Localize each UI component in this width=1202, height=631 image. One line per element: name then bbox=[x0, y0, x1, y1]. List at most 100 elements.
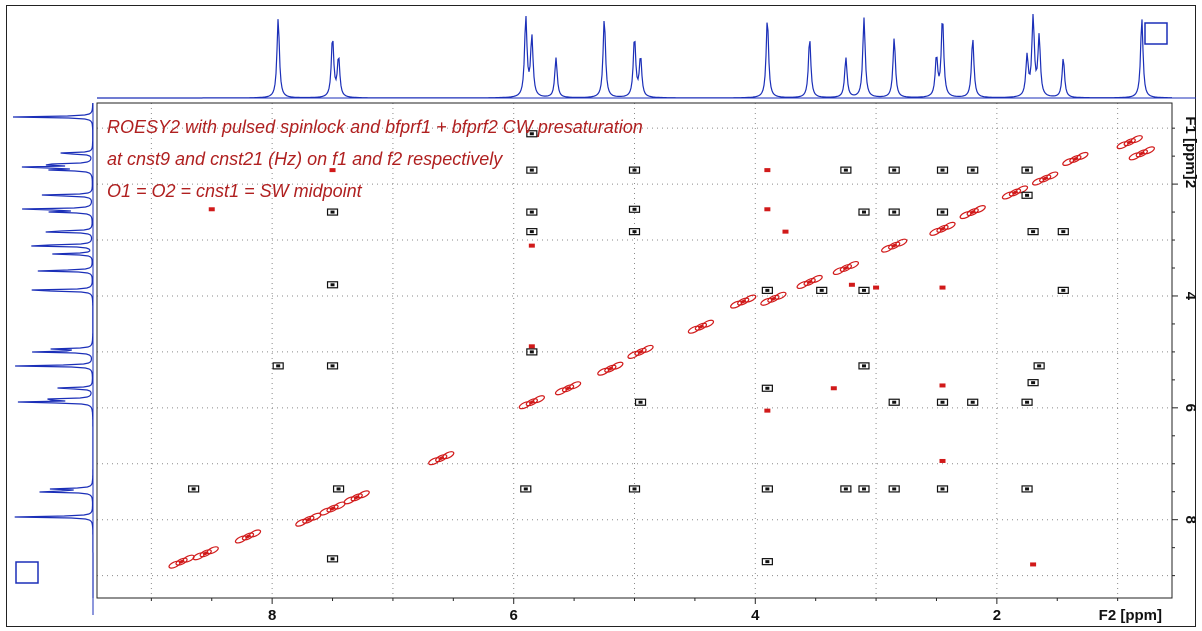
negative-crosspeak-core bbox=[765, 487, 770, 491]
diagonal-peak-core bbox=[1042, 176, 1048, 181]
diagonal-peak bbox=[1069, 154, 1082, 163]
diagonal-peak-core bbox=[607, 366, 614, 371]
top-projection-toggle-icon[interactable] bbox=[1144, 22, 1168, 45]
negative-crosspeak-core bbox=[861, 288, 866, 292]
negative-crosspeak bbox=[858, 208, 870, 216]
negative-crosspeak bbox=[936, 208, 949, 216]
negative-crosspeak bbox=[840, 166, 852, 174]
x-tick-label: 2 bbox=[993, 607, 1001, 624]
negative-crosspeak bbox=[816, 286, 828, 294]
diagonal-peak bbox=[943, 221, 956, 230]
positive-crosspeak bbox=[1030, 562, 1037, 567]
diagonal-peak bbox=[810, 274, 823, 284]
grid-lines bbox=[97, 103, 1172, 598]
negative-crosspeak-core bbox=[843, 487, 848, 491]
diagonal-peak-core bbox=[969, 210, 976, 214]
diagonal-peak-core bbox=[770, 296, 777, 301]
diagonal-peak bbox=[561, 384, 575, 393]
negative-crosspeak-core bbox=[892, 400, 897, 404]
negative-crosspeak bbox=[332, 485, 345, 493]
diagonal-peak-core bbox=[698, 324, 704, 329]
negative-crosspeak-core bbox=[529, 350, 534, 354]
left-projection-toggle-icon[interactable] bbox=[15, 561, 39, 584]
negative-crosspeak bbox=[526, 348, 538, 356]
diagonal-peak-core bbox=[529, 400, 535, 405]
f2-projection bbox=[97, 13, 1196, 99]
diagonal-peak bbox=[241, 532, 255, 541]
positive-crosspeak bbox=[764, 207, 771, 212]
positive-crosspeak bbox=[830, 386, 837, 391]
diagonal-peak bbox=[350, 493, 363, 502]
negative-crosspeak bbox=[761, 384, 773, 392]
negative-crosspeak bbox=[326, 281, 339, 289]
positive-crosspeak bbox=[528, 243, 535, 248]
negative-crosspeak-core bbox=[1025, 400, 1030, 404]
negative-crosspeak bbox=[520, 485, 532, 493]
diagonal-peak bbox=[1046, 171, 1059, 180]
diagonal-peak-core bbox=[438, 456, 445, 461]
negative-crosspeak bbox=[1021, 485, 1033, 493]
diagonal-peak bbox=[1135, 149, 1148, 158]
diagonal-peak-core bbox=[565, 386, 571, 391]
diagonal-peak bbox=[1142, 146, 1155, 155]
negative-crosspeak-core bbox=[276, 364, 281, 368]
diagonal-peak bbox=[525, 398, 538, 407]
negative-crosspeak bbox=[326, 208, 339, 216]
f2-projection-trace bbox=[97, 13, 1172, 99]
diagonal-peak bbox=[175, 557, 188, 566]
negative-crosspeak-core bbox=[861, 364, 866, 368]
negative-crosspeak-core bbox=[330, 364, 335, 368]
negative-crosspeak bbox=[628, 485, 641, 493]
diagonal-peak bbox=[568, 381, 582, 390]
negative-crosspeak-core bbox=[861, 487, 866, 491]
negative-crosspeak-core bbox=[191, 487, 196, 491]
positive-crosspeak bbox=[764, 168, 771, 173]
diagonal-peak bbox=[1076, 151, 1089, 160]
diagonal-peak bbox=[888, 241, 901, 250]
negative-crosspeak bbox=[888, 208, 900, 216]
negative-crosspeak bbox=[858, 485, 870, 493]
negative-crosspeak bbox=[628, 205, 641, 213]
negative-crosspeak-core bbox=[330, 283, 335, 287]
negative-crosspeak-core bbox=[638, 400, 643, 404]
negative-crosspeak-core bbox=[970, 168, 975, 172]
diagonal-peak bbox=[634, 347, 647, 356]
axis-labels: 8 6 4 2 2 4 6 8 F2 [ppm] F1 [ppm] bbox=[268, 116, 1199, 624]
diagonal-peak bbox=[199, 549, 212, 558]
negative-crosspeak-core bbox=[1037, 364, 1042, 368]
diagonal-peak bbox=[326, 504, 339, 513]
diagonal-peak bbox=[936, 224, 949, 233]
y-axis-title: F1 [ppm] bbox=[1182, 116, 1199, 179]
negative-crosspeak-core bbox=[1061, 230, 1066, 234]
diagonal-contours bbox=[168, 135, 1155, 569]
positive-crosspeak bbox=[764, 408, 771, 413]
axis-ticks bbox=[150, 127, 1178, 604]
annotation-block: ROESY2 with pulsed spinlock and bfprf1 +… bbox=[107, 117, 643, 201]
diagonal-peak-core bbox=[1012, 190, 1018, 195]
x-axis-title: F2 [ppm] bbox=[1099, 607, 1162, 624]
negative-crosspeak-core bbox=[1031, 381, 1036, 385]
f1-projection bbox=[12, 103, 94, 615]
negative-crosspeak bbox=[858, 286, 870, 294]
y-tick-label: 6 bbox=[1182, 404, 1199, 412]
negative-crosspeak bbox=[888, 485, 900, 493]
f1-projection-trace bbox=[12, 103, 94, 598]
diagonal-peak-core bbox=[178, 559, 185, 564]
diagonal-peak-core bbox=[1126, 140, 1133, 145]
diagonal-peak bbox=[803, 277, 816, 287]
diagonal-peak bbox=[1130, 135, 1143, 144]
negative-crosspeak-core bbox=[632, 207, 637, 211]
x-tick-label: 6 bbox=[510, 607, 518, 624]
negative-crosspeak bbox=[1027, 228, 1039, 236]
annotation-line: O1 = O2 = cnst1 = SW midpoint bbox=[107, 181, 363, 201]
negative-crosspeak bbox=[761, 558, 773, 566]
diagonal-peak-core bbox=[353, 495, 360, 500]
y-tick-label: 8 bbox=[1182, 516, 1199, 524]
negative-crosspeak bbox=[526, 208, 538, 216]
positive-crosspeak bbox=[208, 207, 215, 212]
negative-crosspeak bbox=[272, 362, 284, 370]
negative-crosspeak-core bbox=[529, 168, 534, 172]
negative-crosspeak-core bbox=[529, 132, 534, 136]
diagonal-peak-core bbox=[843, 266, 849, 270]
negative-crosspeak-core bbox=[892, 487, 897, 491]
